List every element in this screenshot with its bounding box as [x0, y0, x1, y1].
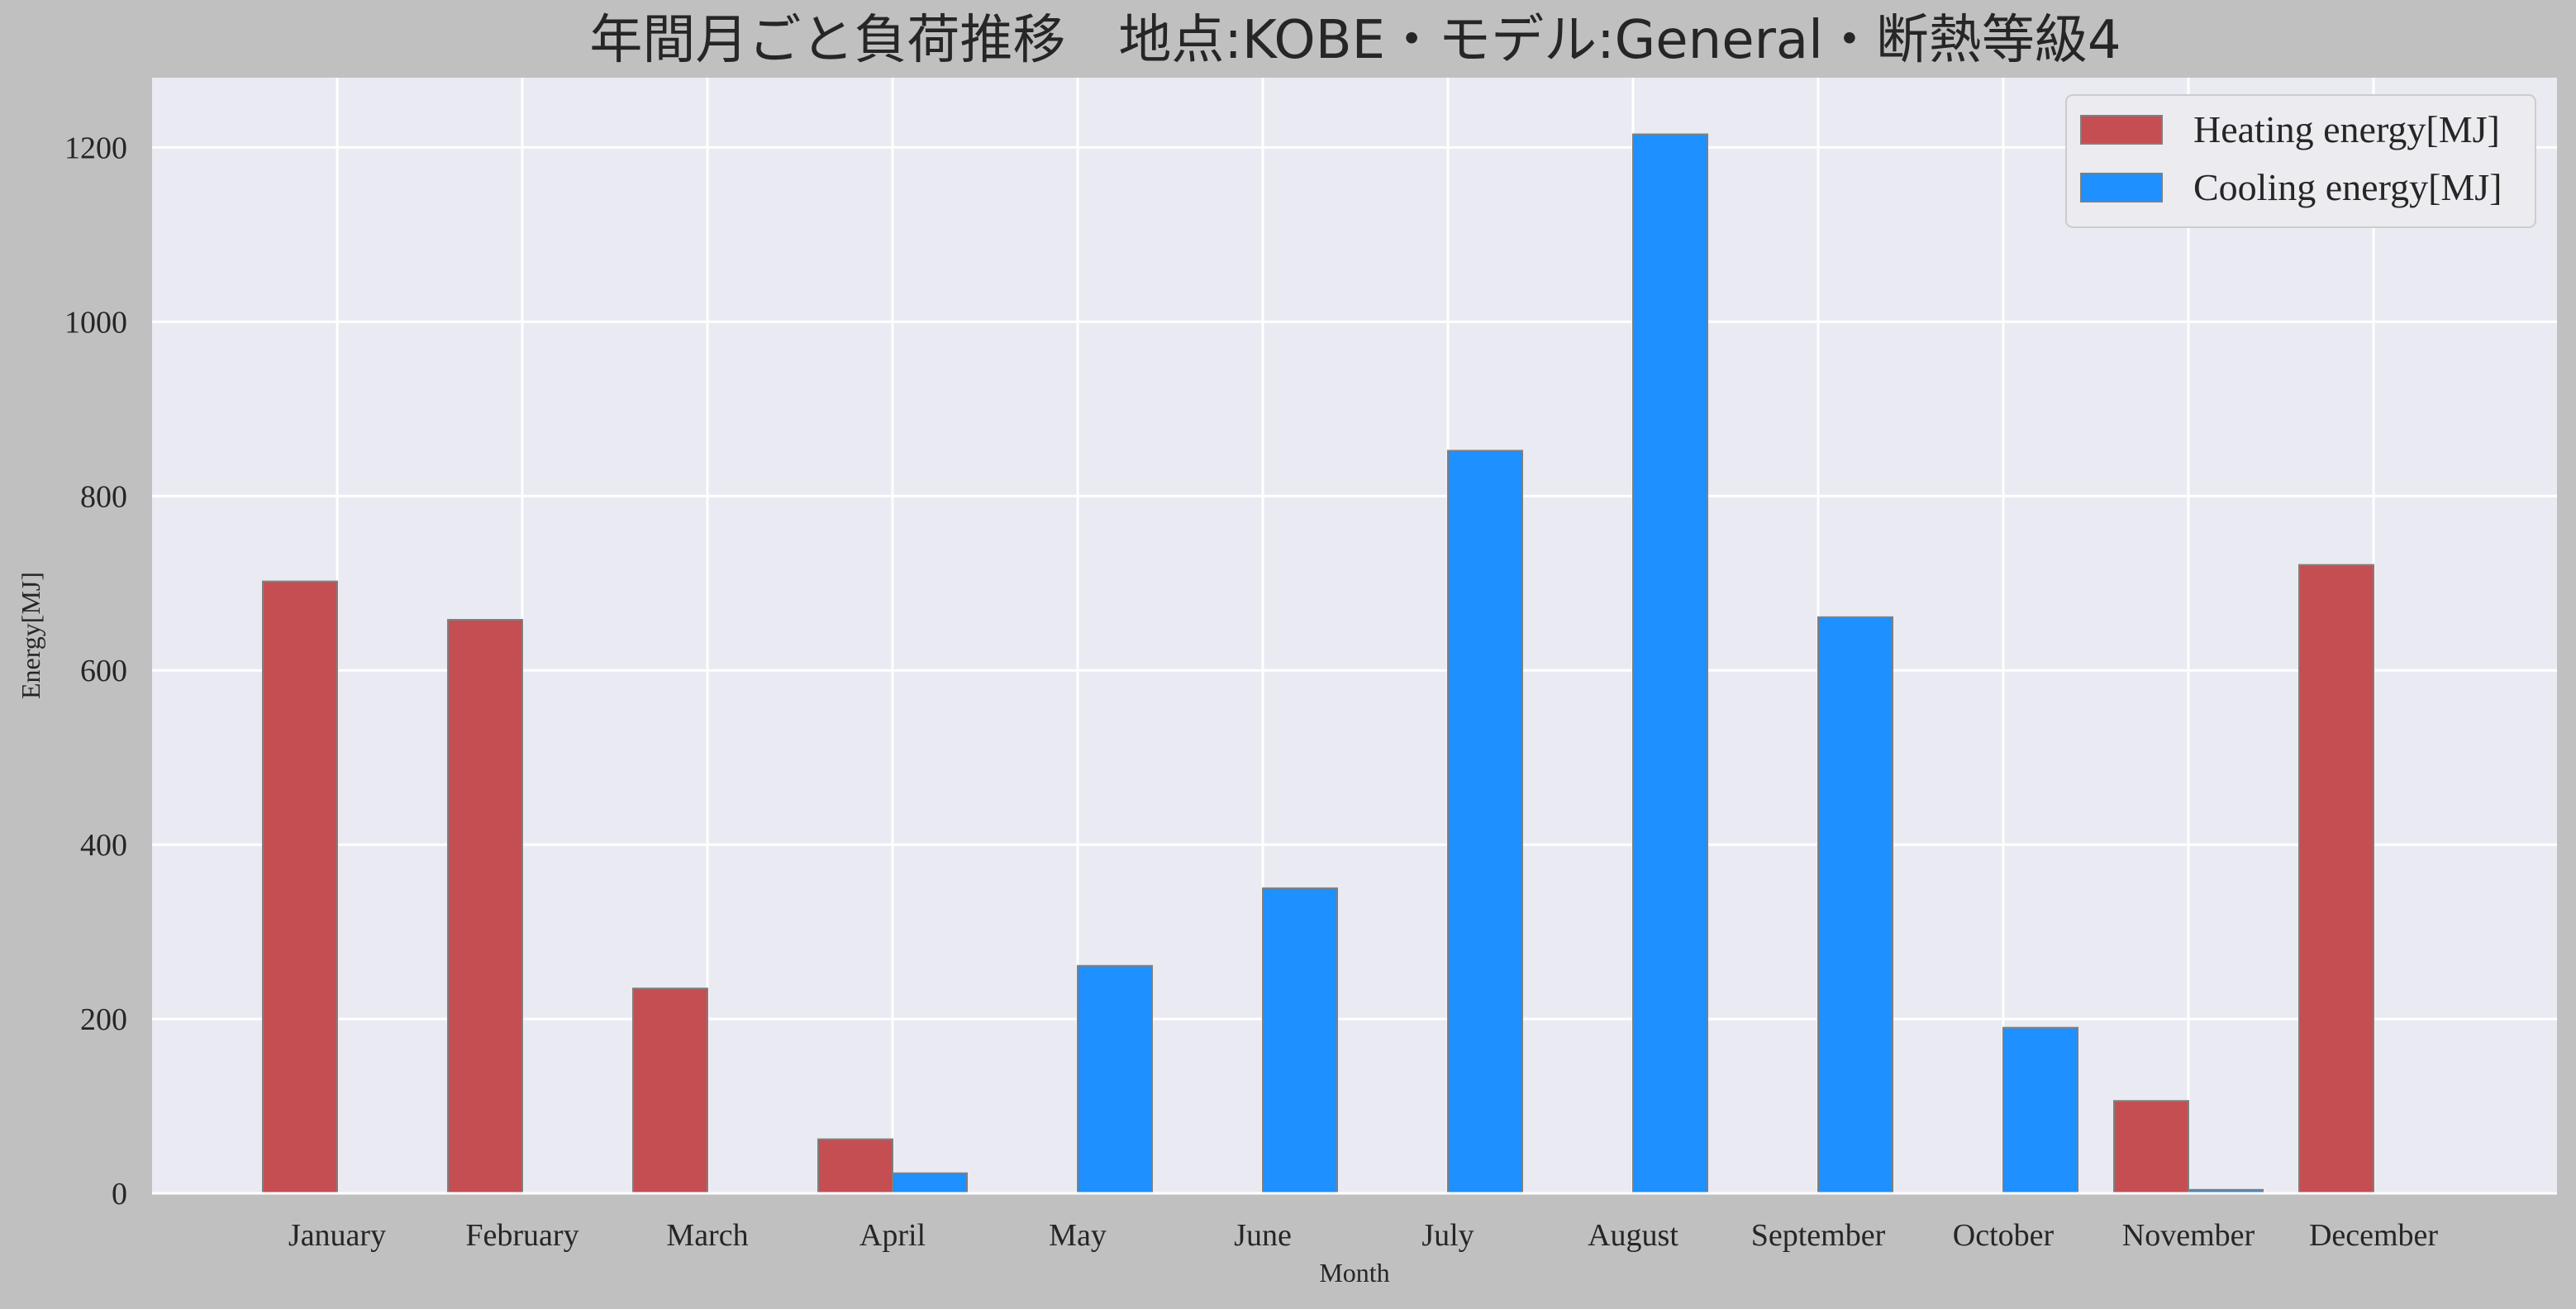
heating-bar-december: [2298, 564, 2374, 1194]
x-tick-label: January: [288, 1218, 386, 1253]
y-tick-label: 1200: [64, 131, 127, 165]
y-tick-label: 0: [112, 1177, 127, 1211]
x-tick-label: August: [1588, 1218, 1678, 1253]
x-tick-label: September: [1751, 1218, 1886, 1253]
x-tick-label: February: [465, 1218, 579, 1253]
y-tick-label: 200: [80, 1002, 127, 1037]
x-tick-label: July: [1421, 1218, 1474, 1253]
cooling-bar-june: [1262, 887, 1338, 1194]
x-tick-label: October: [1953, 1218, 2055, 1253]
chart-title: 年間月ごと負荷推移 地点:KOBE・モデル:General・断熱等級4: [589, 10, 2121, 71]
x-axis-label: Month: [1319, 1258, 1389, 1288]
bars: [262, 133, 2374, 1194]
cooling-bar-october: [2002, 1026, 2078, 1194]
heating-bar-march: [632, 988, 708, 1194]
legend: Heating energy[MJ] Cooling energy[MJ]: [2065, 94, 2536, 228]
heating-bar-january: [262, 580, 338, 1194]
y-axis-label: Energy[MJ]: [16, 572, 45, 699]
x-tick-label: March: [666, 1218, 748, 1253]
cooling-bar-july: [1447, 450, 1523, 1194]
cooling-bar-april: [892, 1172, 968, 1194]
y-tick-label: 1000: [64, 305, 127, 340]
heating-bar-april: [817, 1138, 893, 1194]
y-tick-labels: 0 200 400 600 800 1000 1200: [64, 131, 127, 1211]
x-tick-label: December: [2309, 1218, 2438, 1253]
legend-swatch: [2080, 173, 2163, 202]
x-tick-label: November: [2122, 1218, 2255, 1253]
cooling-bar-september: [1817, 616, 1893, 1194]
plot-area: [152, 78, 2557, 1193]
x-tick-label: June: [1234, 1218, 1292, 1253]
legend-label: Heating energy[MJ]: [2193, 108, 2500, 150]
x-tick-label: April: [859, 1218, 926, 1253]
heating-bar-february: [447, 619, 523, 1194]
cooling-bar-august: [1632, 133, 1708, 1194]
legend-label: Cooling energy[MJ]: [2193, 166, 2502, 208]
y-tick-label: 400: [80, 828, 127, 863]
legend-box: [2065, 94, 2536, 228]
y-tick-label: 600: [80, 654, 127, 688]
y-tick-label: 800: [80, 479, 127, 514]
x-tick-labels: January February March April May June July Augu…: [288, 1218, 2438, 1253]
cooling-bar-may: [1077, 964, 1153, 1194]
legend-swatch: [2080, 115, 2163, 145]
x-tick-label: May: [1049, 1218, 1107, 1253]
heating-bar-november: [2113, 1100, 2189, 1194]
